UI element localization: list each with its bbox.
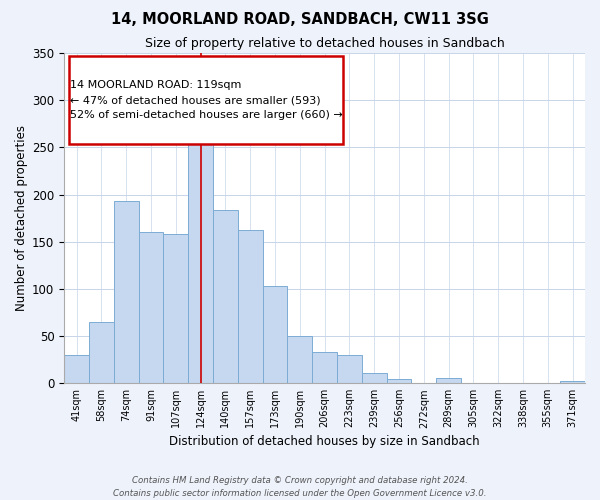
FancyBboxPatch shape	[70, 56, 343, 144]
X-axis label: Distribution of detached houses by size in Sandbach: Distribution of detached houses by size …	[169, 434, 480, 448]
Bar	[436, 378, 461, 383]
Bar	[287, 336, 312, 383]
Bar	[163, 234, 188, 383]
Bar	[386, 380, 412, 383]
Bar	[312, 352, 337, 383]
Text: 14 MOORLAND ROAD: 119sqm
← 47% of detached houses are smaller (593)
52% of semi-: 14 MOORLAND ROAD: 119sqm ← 47% of detach…	[70, 80, 343, 120]
Bar	[337, 355, 362, 383]
Bar	[114, 201, 139, 383]
Title: Size of property relative to detached houses in Sandbach: Size of property relative to detached ho…	[145, 38, 505, 51]
Bar	[89, 322, 114, 383]
Bar	[64, 355, 89, 383]
Bar	[213, 210, 238, 383]
Bar	[188, 140, 213, 383]
Text: Contains HM Land Registry data © Crown copyright and database right 2024.
Contai: Contains HM Land Registry data © Crown c…	[113, 476, 487, 498]
Bar	[263, 286, 287, 383]
Text: 14, MOORLAND ROAD, SANDBACH, CW11 3SG: 14, MOORLAND ROAD, SANDBACH, CW11 3SG	[111, 12, 489, 28]
Bar	[139, 232, 163, 383]
Bar	[560, 382, 585, 383]
Bar	[238, 230, 263, 383]
Y-axis label: Number of detached properties: Number of detached properties	[15, 125, 28, 311]
Bar	[362, 373, 386, 383]
